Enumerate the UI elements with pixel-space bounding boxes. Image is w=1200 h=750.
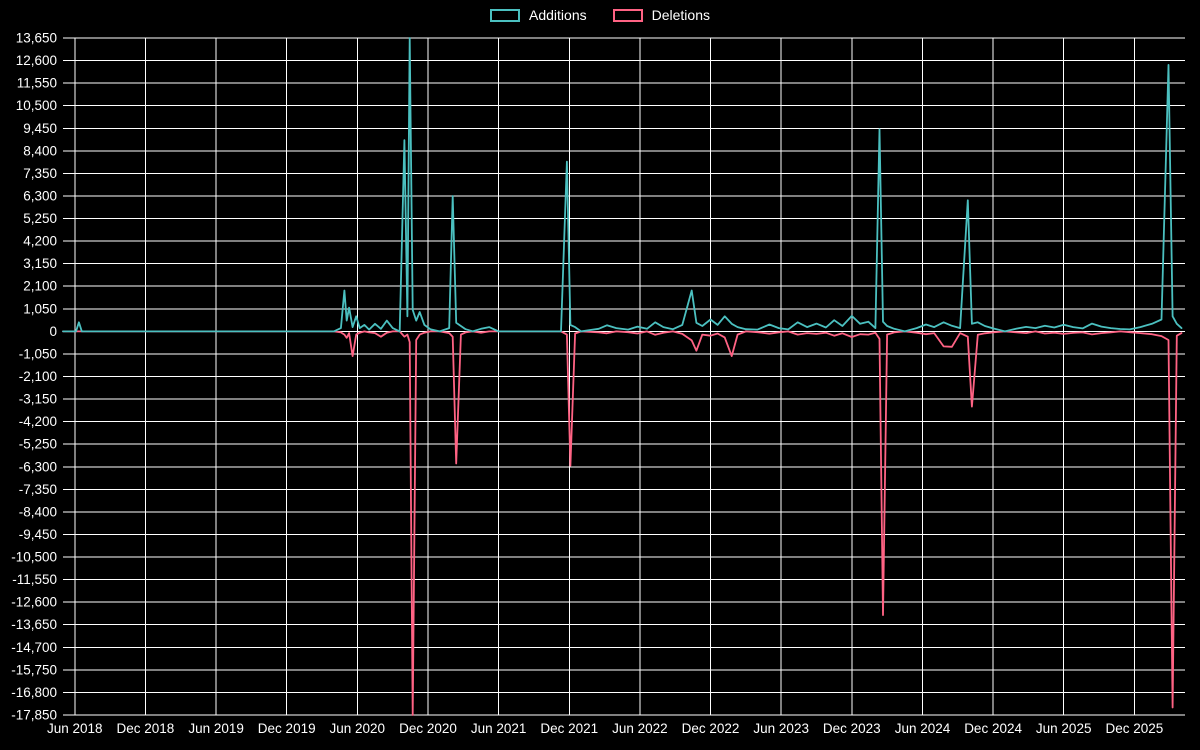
svg-text:-8,400: -8,400 [19, 504, 57, 519]
svg-text:0: 0 [49, 324, 57, 339]
svg-text:10,500: 10,500 [16, 98, 57, 113]
svg-text:7,350: 7,350 [23, 166, 57, 181]
svg-text:-14,700: -14,700 [11, 640, 57, 655]
svg-text:-6,300: -6,300 [19, 459, 57, 474]
svg-text:12,600: 12,600 [16, 53, 57, 68]
svg-text:Jun 2018: Jun 2018 [47, 721, 103, 736]
svg-text:Dec 2022: Dec 2022 [682, 721, 740, 736]
svg-text:Jun 2022: Jun 2022 [612, 721, 668, 736]
svg-text:-13,650: -13,650 [11, 617, 57, 632]
legend-label-deletions: Deletions [651, 7, 710, 23]
svg-text:Jun 2025: Jun 2025 [1036, 721, 1092, 736]
svg-text:Dec 2023: Dec 2023 [823, 721, 881, 736]
chart-legend: Additions Deletions [0, 7, 1200, 23]
svg-text:Dec 2019: Dec 2019 [258, 721, 316, 736]
svg-text:Dec 2020: Dec 2020 [399, 721, 457, 736]
svg-text:6,300: 6,300 [23, 189, 57, 204]
svg-text:Dec 2018: Dec 2018 [117, 721, 175, 736]
svg-text:Jun 2020: Jun 2020 [330, 721, 386, 736]
additions-legend-swatch [490, 8, 521, 22]
svg-text:11,550: 11,550 [17, 76, 57, 91]
svg-text:1,050: 1,050 [23, 301, 57, 316]
svg-text:Dec 2024: Dec 2024 [964, 721, 1022, 736]
svg-text:-4,200: -4,200 [19, 414, 57, 429]
svg-text:8,400: 8,400 [23, 143, 57, 158]
svg-text:2,100: 2,100 [23, 279, 57, 294]
svg-text:-5,250: -5,250 [19, 437, 57, 452]
svg-text:-7,350: -7,350 [19, 482, 57, 497]
svg-text:-11,550: -11,550 [12, 572, 57, 587]
svg-text:4,200: 4,200 [23, 234, 57, 249]
svg-text:-16,800: -16,800 [11, 685, 57, 700]
svg-text:9,450: 9,450 [23, 121, 57, 136]
svg-text:Jun 2019: Jun 2019 [188, 721, 244, 736]
svg-text:13,650: 13,650 [16, 31, 57, 46]
svg-text:-9,450: -9,450 [19, 527, 57, 542]
legend-item-additions[interactable]: Additions [490, 7, 587, 23]
svg-text:-15,750: -15,750 [11, 662, 57, 677]
svg-text:-2,100: -2,100 [19, 369, 57, 384]
svg-text:-12,600: -12,600 [11, 595, 57, 610]
svg-text:-10,500: -10,500 [11, 550, 57, 565]
svg-text:Jun 2024: Jun 2024 [895, 721, 951, 736]
svg-text:5,250: 5,250 [23, 211, 57, 226]
svg-text:Dec 2025: Dec 2025 [1106, 721, 1164, 736]
svg-text:3,150: 3,150 [23, 256, 57, 271]
svg-text:Jun 2021: Jun 2021 [471, 721, 527, 736]
svg-text:Dec 2021: Dec 2021 [540, 721, 598, 736]
svg-text:-3,150: -3,150 [19, 392, 57, 407]
svg-text:Jun 2023: Jun 2023 [753, 721, 809, 736]
deletions-legend-swatch [612, 8, 643, 22]
svg-text:-17,850: -17,850 [11, 708, 57, 723]
legend-item-deletions[interactable]: Deletions [612, 7, 710, 23]
legend-label-additions: Additions [529, 7, 587, 23]
svg-text:-1,050: -1,050 [19, 346, 57, 361]
